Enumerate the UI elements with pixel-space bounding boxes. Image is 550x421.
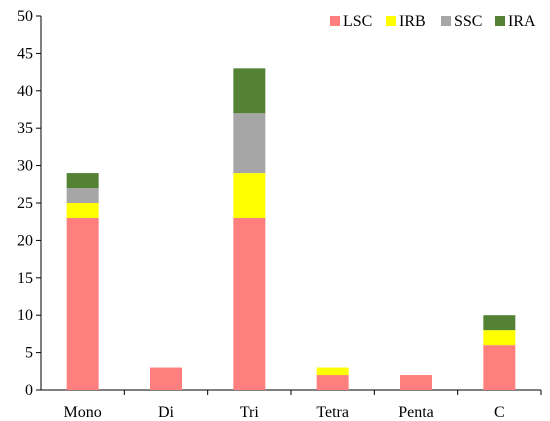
y-tick-label: 20 [17, 232, 33, 249]
bar-ira-mono [66, 173, 99, 189]
bar-irb-c [483, 330, 516, 346]
x-tick-label: C [494, 404, 505, 421]
y-tick-label: 5 [25, 345, 33, 362]
y-tick-label: 15 [17, 270, 33, 287]
bar-irb-tri [233, 173, 266, 218]
legend-label-lsc: LSC [343, 13, 372, 30]
x-tick-label: Mono [64, 404, 102, 421]
x-tick-label: Tri [240, 404, 260, 421]
y-tick-label: 0 [25, 382, 33, 399]
legend-label-ira: IRA [508, 13, 536, 30]
bar-ssc-mono [66, 188, 99, 203]
y-tick-label: 45 [17, 45, 33, 62]
bar-ira-c [483, 315, 516, 331]
legend-swatch-irb [386, 16, 396, 26]
y-tick-label: 50 [17, 8, 33, 25]
legend-label-ssc: SSC [454, 13, 482, 30]
x-tick-label: Di [158, 404, 175, 421]
bar-ssc-tri [233, 113, 266, 174]
y-tick-label: 10 [17, 307, 33, 324]
y-tick-label: 35 [17, 120, 33, 137]
y-tick-label: 25 [17, 195, 33, 212]
y-tick-label: 40 [17, 83, 33, 100]
legend-swatch-ssc [441, 16, 451, 26]
y-tick-label: 30 [17, 158, 33, 175]
bar-ira-tri [233, 68, 266, 114]
legend-swatch-ira [495, 16, 505, 26]
bar-lsc-penta [400, 375, 432, 390]
bar-irb-tetra [316, 367, 349, 376]
legend-label-irb: IRB [399, 13, 426, 30]
x-tick-label: Penta [398, 404, 434, 421]
bar-irb-mono [66, 203, 99, 218]
legend: LSC IRB SSC IRA [330, 13, 536, 30]
x-tick-label: Tetra [316, 404, 349, 421]
legend-swatch-lsc [330, 16, 340, 26]
bar-lsc-c [483, 345, 516, 390]
bar-lsc-tri [233, 217, 266, 390]
bar-lsc-tetra [316, 375, 349, 390]
bar-lsc-di [150, 367, 182, 390]
bar-lsc-mono [66, 217, 99, 390]
